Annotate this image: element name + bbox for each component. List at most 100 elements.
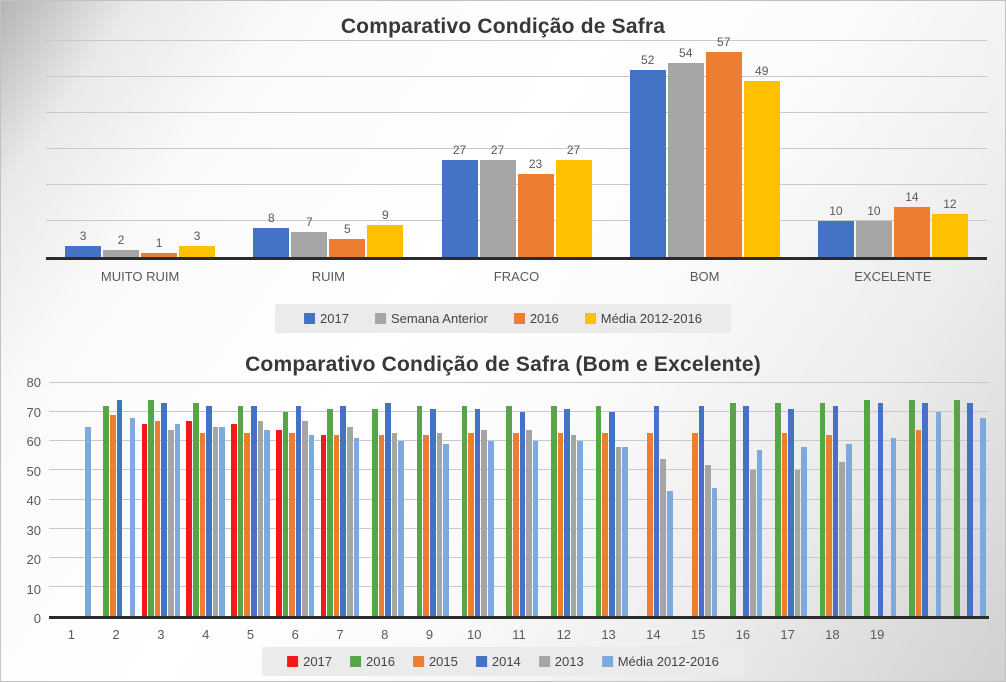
bar-2014 (430, 409, 436, 616)
bar-slot (461, 383, 468, 616)
bar-média-2012-2016 (532, 441, 539, 616)
bar-média-2012-2016: 3 (179, 229, 216, 257)
bar-2016 (372, 409, 378, 616)
bar-slot (519, 383, 526, 616)
bar-group-10 (452, 383, 497, 616)
bar-slot (416, 383, 423, 616)
bar-slot (890, 383, 897, 616)
category-label: 8 (381, 627, 389, 642)
bar-2015 (557, 432, 564, 616)
bar-slot (264, 383, 270, 616)
bar-slot: 9 (367, 41, 404, 257)
bar-2014 (743, 406, 749, 616)
bar-group-16 (720, 383, 765, 616)
category-label: 14 (646, 627, 661, 642)
bar-group-RUIM: 8 7 5 9 (234, 41, 422, 257)
bar-slot (282, 383, 289, 616)
bar-média-2012-2016 (667, 490, 673, 616)
legend-label: 2015 (428, 654, 458, 669)
legend-label: Média 2012-2016 (617, 654, 719, 669)
bar-slot: 8 (253, 41, 290, 257)
legend-label: 2017 (320, 311, 349, 326)
chart-top-category-axis: MUITO RUIM RUIM FRACO BOM EXCELENTE (46, 269, 987, 284)
bar-2016 (103, 406, 110, 616)
bar-slot (129, 383, 136, 616)
bar-slot (737, 383, 743, 616)
legend-item-2016: 2016 (350, 654, 395, 669)
bar-2015 (289, 432, 295, 616)
bar-2013 (705, 464, 711, 616)
bar-slot (947, 383, 953, 616)
bar-slot (756, 383, 763, 616)
bar-value-label: 49 (755, 63, 769, 78)
bar-2014 (967, 403, 973, 616)
bar-slot (500, 383, 506, 616)
category-label: 1 (67, 627, 75, 642)
bar-value-label: 10 (867, 204, 881, 219)
bar-slot (474, 383, 481, 616)
bar-slot (327, 383, 333, 616)
bar-value-label: 8 (267, 211, 275, 226)
bar-2015 (915, 429, 922, 616)
bar-slot (410, 383, 416, 616)
bar-slot (922, 383, 929, 616)
bar-value-label: 57 (717, 34, 731, 49)
bar-2015 (199, 432, 206, 616)
bar-slot (526, 383, 532, 616)
bar-slot (935, 383, 942, 616)
bar-group-2 (94, 383, 139, 616)
bar-semana-anterior: 27 (479, 143, 516, 257)
bar-média-2012-2016 (443, 444, 449, 616)
category-label (900, 627, 945, 642)
bar-2016 (327, 409, 333, 616)
category-label: 19 (869, 627, 885, 642)
bar-slot (123, 383, 129, 616)
bar-média-2012-2016 (890, 438, 897, 616)
bar-slot (551, 383, 557, 616)
bar-group-13 (586, 383, 631, 616)
bar-slot (116, 383, 123, 616)
bar-slot (468, 383, 474, 616)
bar-slot (148, 383, 154, 616)
bar-slot (333, 383, 340, 616)
bar-média-2012-2016 (846, 444, 852, 616)
bar-slot (372, 383, 378, 616)
category-label: 3 (157, 627, 165, 642)
bar-slot (768, 383, 774, 616)
bar-slot (839, 383, 846, 616)
bar-slot (724, 383, 730, 616)
bar-value-label: 14 (905, 189, 919, 204)
gridline-50 (46, 76, 987, 77)
gridline-40 (49, 498, 989, 500)
legend-item-2015: 2015 (412, 654, 458, 669)
bar-value-label: 1 (155, 236, 163, 251)
bar-slot (423, 383, 429, 616)
bar-group-15 (676, 383, 721, 616)
y-tick-label-10: 10 (26, 581, 41, 597)
bar-slot (65, 383, 71, 616)
bar-slot (980, 383, 986, 616)
bar-2013 (794, 470, 801, 616)
bar-média-2012-2016 (935, 412, 942, 616)
bar-slot (570, 383, 577, 616)
category-label (944, 627, 989, 642)
bar-slot (250, 383, 257, 616)
chart-bottom-legend: 2017 2016 2015 2014 2013 Média 2012-2016 (262, 647, 744, 676)
y-tick-label-60: 60 (26, 434, 41, 449)
bar-média-2012-2016 (622, 447, 628, 616)
bar-slot: 27 (479, 41, 516, 257)
legend-swatch (601, 656, 613, 667)
bar-2017: 10 (817, 204, 854, 257)
bar-groups: 3 2 1 3 8 7 5 9 27 27 23 27 52 54 57 49 10 10 14 12 (46, 35, 987, 257)
bar-group-11 (497, 383, 542, 616)
bar-2014 (206, 406, 212, 616)
bar-2015 (333, 435, 340, 616)
bar-slot (974, 383, 980, 616)
bar-slot (877, 383, 884, 616)
bar-2015 (692, 432, 698, 616)
bar-2016 (148, 400, 154, 616)
bar-slot (685, 383, 691, 616)
bar-2016 (954, 400, 960, 616)
bar-group-8 (362, 383, 407, 616)
